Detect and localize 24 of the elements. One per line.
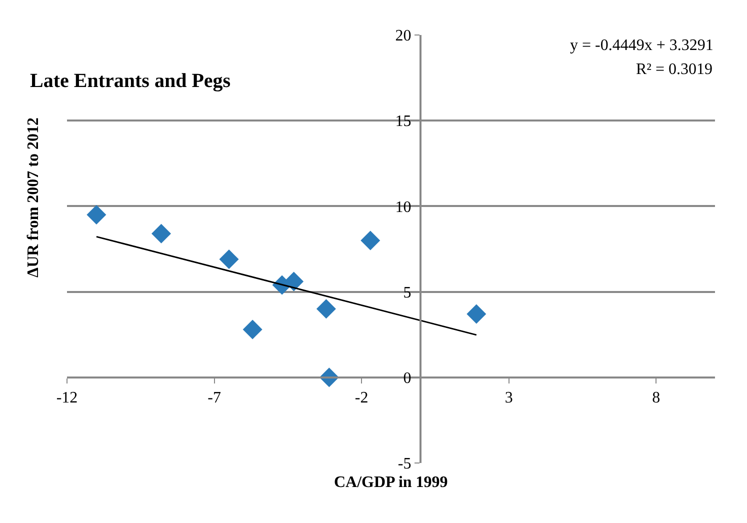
text: Late Entrants and Pegs xyxy=(30,70,231,92)
annotation: y = -0.4449x + 3.3291 xyxy=(570,37,714,54)
y-axis-title: ΔUR from 2007 to 2012 xyxy=(25,118,42,278)
y-tick-label: 0 xyxy=(403,370,412,387)
point xyxy=(86,205,106,225)
x-tick-label: 3 xyxy=(504,390,513,407)
x-tick-label: -2 xyxy=(354,390,368,407)
y-tick-label: -5 xyxy=(398,456,412,473)
point xyxy=(284,272,304,292)
y-tick-label: 15 xyxy=(395,113,412,130)
annotation: R² = 0.3019 xyxy=(636,61,712,78)
x-axis-title: CA/GDP in 1999 xyxy=(334,474,448,491)
point xyxy=(360,230,380,250)
point xyxy=(219,250,239,270)
x-tick-label: -12 xyxy=(56,390,78,407)
point xyxy=(152,224,171,244)
point xyxy=(316,299,336,319)
y-tick-label: 10 xyxy=(395,198,412,216)
point xyxy=(466,304,486,324)
x-tick-label: -7 xyxy=(208,390,221,407)
x-tick-label: 8 xyxy=(652,390,660,407)
point xyxy=(242,320,262,340)
y-tick-label: 20 xyxy=(395,28,412,45)
y-tick-label: 5 xyxy=(403,284,412,302)
